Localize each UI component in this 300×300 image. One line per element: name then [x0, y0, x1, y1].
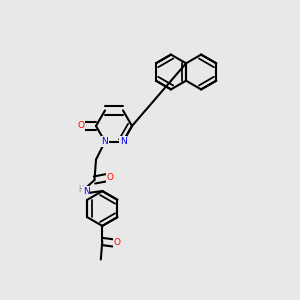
Text: O: O [106, 173, 114, 182]
Text: O: O [77, 122, 85, 130]
Text: O: O [114, 238, 121, 247]
Text: N: N [102, 137, 108, 146]
Text: N: N [120, 137, 126, 146]
Text: N: N [83, 187, 89, 196]
Text: H: H [78, 185, 84, 194]
